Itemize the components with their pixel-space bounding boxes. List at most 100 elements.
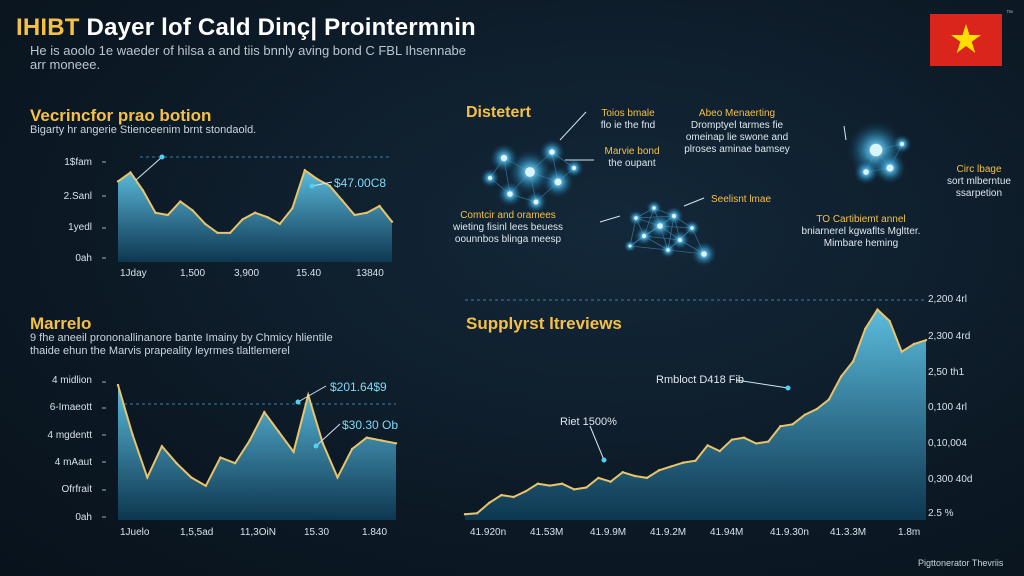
data-point <box>189 476 193 479</box>
data-point <box>767 440 770 443</box>
data-point <box>216 231 219 235</box>
data-point <box>536 482 539 485</box>
y-tick-label: 4 mgdentt <box>47 430 92 441</box>
x-tick-label: 1Juelo <box>120 527 150 538</box>
data-point <box>131 433 134 436</box>
footer-credit: Pigttonerator Thevriis <box>918 558 1004 568</box>
data-point <box>241 218 244 221</box>
data-point <box>228 231 232 235</box>
data-point <box>621 470 624 474</box>
panel-title-bottom-right: Supplyrst ltreviews <box>466 314 622 333</box>
network-label-body: flo ie the fnd <box>600 120 656 131</box>
network-label: Circ lbage sort mlberntue ssarpetion <box>940 164 1018 200</box>
data-point <box>597 476 600 480</box>
area-fill <box>118 385 396 520</box>
data-point <box>609 480 612 483</box>
data-point <box>380 439 383 442</box>
data-point <box>166 213 170 217</box>
data-point <box>900 350 903 353</box>
data-point <box>548 484 552 487</box>
data-point <box>263 410 266 414</box>
area-fill <box>465 309 926 520</box>
network-label-head: Toios bmale <box>601 108 655 119</box>
marker-dot <box>159 154 165 160</box>
data-point <box>924 338 928 342</box>
network-node <box>628 244 632 248</box>
y-tick-label: 2,200 4rl <box>928 294 967 305</box>
y-tick-label: 0,10,004 <box>928 438 967 449</box>
marker-dot <box>601 457 607 463</box>
network-label: Comtcir and oramees wieting fisinl lees b… <box>438 210 578 246</box>
data-point <box>912 342 916 346</box>
data-point <box>463 513 467 516</box>
leader-line <box>559 111 587 141</box>
y-tick-label: 0,300 40d <box>928 474 973 485</box>
data-point <box>316 177 319 181</box>
network-node <box>677 237 683 243</box>
network-label: Toios bmale flo ie the fnd <box>588 108 668 132</box>
network-label-head: Circ lbage <box>956 164 1002 175</box>
area-fill <box>118 170 392 262</box>
data-point <box>779 425 782 428</box>
y-tick-label: 2,50 th1 <box>928 367 965 378</box>
marker-dot <box>313 443 319 449</box>
data-point <box>336 476 339 479</box>
data-point <box>572 488 576 491</box>
network-node <box>487 175 493 181</box>
data-point <box>219 456 222 459</box>
data-point <box>500 493 503 497</box>
data-point <box>365 436 368 439</box>
data-point <box>657 469 661 472</box>
network-node <box>899 141 905 147</box>
x-tick-label: 15.30 <box>304 527 330 538</box>
data-point <box>742 436 746 439</box>
y-tick-label: 0ah <box>75 253 92 264</box>
x-tick-label: 13840 <box>356 268 384 279</box>
x-tick-label: 1,500 <box>180 268 206 279</box>
data-point <box>876 308 879 311</box>
data-point <box>633 474 637 478</box>
y-tick-label: 2.5 % <box>928 508 954 519</box>
data-point <box>475 512 479 515</box>
data-point <box>718 449 721 453</box>
network-label-head: Marvie bond <box>604 146 660 157</box>
x-tick-label: 1Jday <box>120 268 147 279</box>
data-point <box>512 495 515 499</box>
network-node <box>701 251 707 257</box>
y-tick-label: 4 mAaut <box>54 457 92 468</box>
x-tick-label: 15.40 <box>296 268 322 279</box>
x-tick-label: 3,900 <box>234 268 260 279</box>
data-point <box>204 484 207 488</box>
network-node <box>525 167 535 177</box>
x-tick-label: 41.9.2M <box>650 527 687 538</box>
network-node <box>690 226 694 230</box>
network-node <box>549 149 555 155</box>
x-tick-label: 41.94M <box>710 527 744 538</box>
data-point <box>694 459 697 462</box>
marker-dot <box>295 399 301 405</box>
data-point <box>645 476 649 480</box>
trademark-mark: ™ <box>1006 10 1013 17</box>
data-callout: $30.30 Ob <box>342 418 399 432</box>
x-tick-label: 1,5,5ad <box>180 527 214 538</box>
data-point <box>292 450 295 454</box>
data-point <box>160 444 164 448</box>
data-point <box>394 442 398 445</box>
leader-line <box>843 125 847 141</box>
data-point <box>277 430 281 434</box>
data-point <box>116 180 120 183</box>
network-node <box>507 191 513 197</box>
data-point <box>350 447 354 451</box>
panel-title-top-left: Vecrincfor prao botion <box>30 106 212 125</box>
network-label: Seelisnt lmae <box>696 194 786 206</box>
data-point <box>321 442 325 445</box>
page-subtitle: He is aoolo 1e waeder of hilsa a and tii… <box>30 43 467 72</box>
data-point <box>524 490 527 493</box>
network-label-head: Comtcir and oramees <box>460 210 556 221</box>
data-point <box>191 209 194 212</box>
data-point <box>154 211 157 214</box>
data-callout: $201.64$9 <box>330 380 387 394</box>
y-tick-label: 2,300 4rd <box>928 331 971 342</box>
y-tick-label: 1$fam <box>64 157 92 168</box>
network-label-head: Abeo Menaerting <box>698 108 776 119</box>
